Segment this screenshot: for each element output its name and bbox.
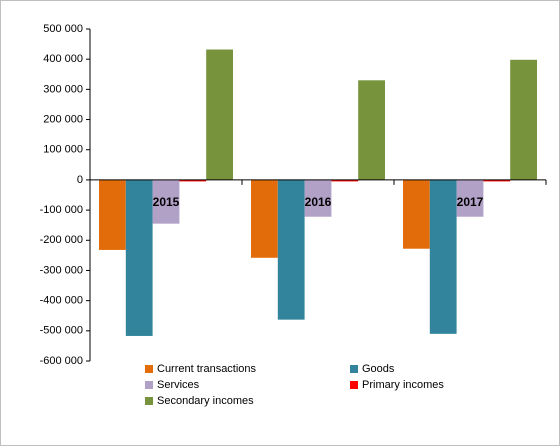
legend-label: Services — [157, 379, 200, 391]
legend-swatch — [350, 381, 358, 389]
y-tick-label: 500 000 — [43, 23, 83, 35]
legend-swatch — [145, 365, 153, 373]
y-tick-label: -100 000 — [40, 204, 83, 216]
y-tick-label: -300 000 — [40, 264, 83, 276]
legend-label: Goods — [362, 363, 395, 375]
bar — [179, 179, 207, 182]
bar — [277, 179, 305, 320]
x-tick-label: 2015 — [153, 195, 180, 209]
legend-label: Current transactions — [157, 363, 257, 375]
bar — [456, 179, 484, 217]
legend-label: Primary incomes — [362, 379, 444, 391]
bar — [99, 179, 126, 250]
x-tick-label: 2016 — [305, 195, 332, 209]
bar — [304, 179, 332, 217]
y-tick-label: -500 000 — [40, 325, 83, 337]
y-tick-label: -600 000 — [40, 355, 83, 367]
bar — [358, 80, 385, 180]
bar — [206, 49, 233, 180]
y-tick-label: 100 000 — [43, 144, 83, 156]
bar — [331, 179, 359, 182]
y-tick-label: -400 000 — [40, 295, 83, 307]
y-tick-label: 400 000 — [43, 53, 83, 65]
x-tick-label: 2017 — [457, 195, 484, 209]
bar — [125, 179, 153, 336]
y-tick-label: 200 000 — [43, 113, 83, 125]
bar — [152, 179, 180, 224]
bar — [510, 59, 537, 180]
y-tick-label: 300 000 — [43, 83, 83, 95]
bar — [483, 179, 511, 182]
bar — [429, 179, 457, 334]
y-tick-label: 0 — [77, 174, 83, 186]
legend-swatch — [145, 381, 153, 389]
legend-swatch — [145, 397, 153, 405]
legend-label: Secondary incomes — [157, 395, 254, 407]
y-tick-label: -200 000 — [40, 234, 83, 246]
bar — [251, 179, 278, 258]
bar — [403, 179, 430, 249]
legend-swatch — [350, 365, 358, 373]
